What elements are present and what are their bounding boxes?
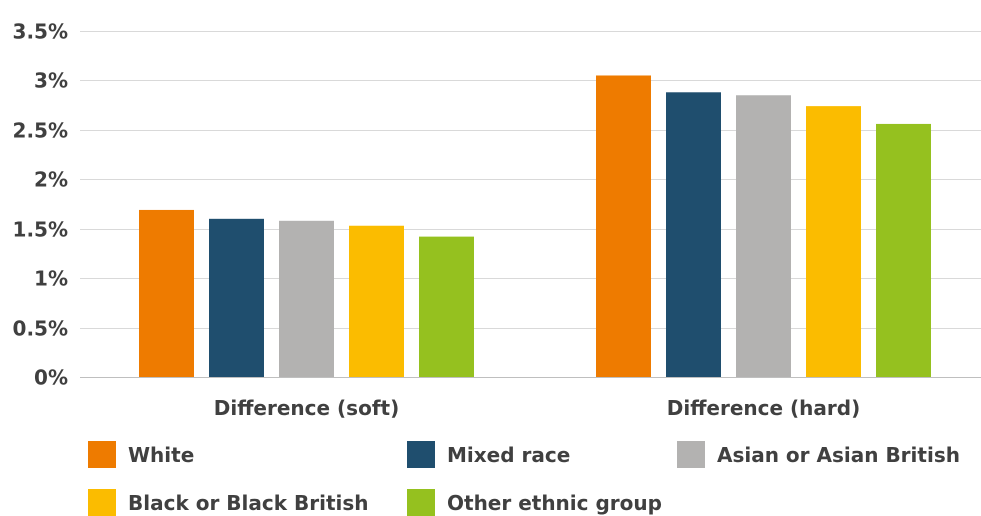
- bar: [876, 123, 931, 377]
- y-tick-label: 0.5%: [13, 317, 68, 341]
- legend-label: Black or Black British: [128, 491, 369, 515]
- legend: White Mixed race Asian or Asian British Bla…: [88, 441, 960, 516]
- bar: [596, 75, 651, 377]
- y-tick-label: 1.5%: [13, 218, 68, 242]
- x-axis: Difference (soft) Difference (hard): [80, 377, 981, 420]
- legend-label: Mixed race: [447, 443, 570, 467]
- legend-swatch: [88, 441, 116, 468]
- bar: [349, 225, 404, 377]
- y-tick-label: 2%: [34, 168, 68, 192]
- legend-swatch: [677, 441, 705, 468]
- legend-swatch: [88, 489, 116, 516]
- bar: [419, 236, 474, 377]
- y-tick-label: 0%: [34, 366, 68, 390]
- bar: [736, 95, 791, 377]
- legend-label: Other ethnic group: [447, 491, 662, 515]
- x-category-label: Difference (hard): [667, 396, 860, 420]
- legend-swatch: [407, 441, 435, 468]
- y-tick-label: 3%: [34, 69, 68, 93]
- x-category-label: Difference (soft): [214, 396, 399, 420]
- y-axis-tick-labels: 0% 0.5% 1% 1.5% 2% 2.5% 3% 3.5%: [13, 20, 68, 390]
- legend-swatch: [407, 489, 435, 516]
- bar: [209, 218, 264, 377]
- bars: [139, 75, 931, 377]
- bar: [666, 92, 721, 377]
- bar: [139, 209, 194, 377]
- bar: [279, 220, 334, 377]
- legend-label: Asian or Asian British: [717, 443, 960, 467]
- y-tick-label: 1%: [34, 267, 68, 291]
- y-tick-label: 2.5%: [13, 119, 68, 143]
- legend-label: White: [128, 443, 194, 467]
- bar: [806, 106, 861, 377]
- y-tick-label: 3.5%: [13, 20, 68, 44]
